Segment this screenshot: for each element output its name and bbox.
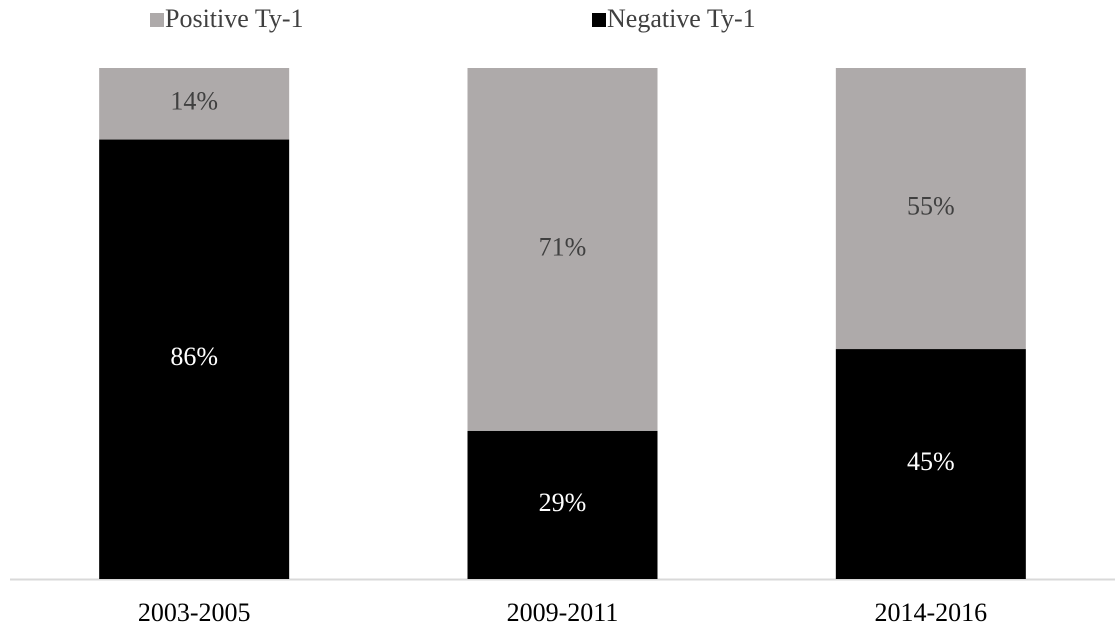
bar-segment bbox=[467, 430, 658, 579]
data-label: 14% bbox=[170, 87, 218, 116]
legend-label: Negative Ty-1 bbox=[607, 4, 756, 33]
data-label: 55% bbox=[907, 191, 955, 220]
data-label: 71% bbox=[539, 232, 587, 261]
legend-swatch bbox=[150, 13, 164, 27]
data-label: 29% bbox=[539, 488, 587, 517]
bar-segment bbox=[99, 139, 290, 580]
data-label: 45% bbox=[907, 447, 955, 476]
data-label: 86% bbox=[170, 342, 218, 371]
x-tick-label: 2014-2016 bbox=[874, 598, 987, 627]
bar-segment bbox=[835, 349, 1026, 579]
bar-segment bbox=[835, 68, 1026, 350]
x-tick-label: 2003-2005 bbox=[138, 598, 251, 627]
x-tick-label: 2009-2011 bbox=[507, 598, 619, 627]
legend-swatch bbox=[592, 13, 606, 27]
bar-segment bbox=[467, 68, 658, 431]
legend-label: Positive Ty-1 bbox=[165, 4, 304, 33]
bar-segment bbox=[99, 68, 290, 140]
